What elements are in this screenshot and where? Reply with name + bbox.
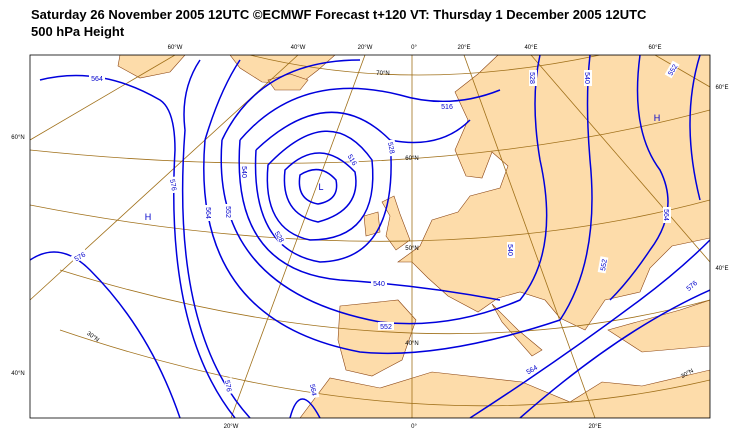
contour-label-bg xyxy=(89,74,105,82)
map-area xyxy=(30,55,710,418)
contour-label: 564 xyxy=(308,384,317,397)
graticule-label: 60°E xyxy=(648,45,661,51)
map-frame xyxy=(29,54,711,419)
graticule-label: 30°N xyxy=(680,368,695,380)
title-line-2: 500 hPa Height xyxy=(31,24,125,39)
graticule-label: 70°N xyxy=(376,71,389,77)
contour-label-bg xyxy=(386,139,398,157)
graticule-label: 40°W xyxy=(291,45,306,51)
contour-label-bg xyxy=(205,205,213,221)
contour-label-bg xyxy=(241,164,249,180)
contour-label-bg xyxy=(378,322,394,330)
contour-label-bg xyxy=(345,150,361,169)
contour-label: 564 xyxy=(662,209,669,221)
graticule-label: 40°N xyxy=(11,371,24,377)
contour-label-bg xyxy=(664,60,680,79)
pressure-center: H xyxy=(145,212,152,222)
contour-label-bg xyxy=(507,242,515,258)
contour-label: 528 xyxy=(273,230,285,244)
graticule-label: 20°E xyxy=(457,45,470,51)
contour-label-bg xyxy=(272,227,288,246)
contour-label: 540 xyxy=(583,72,590,84)
contour-label-bg xyxy=(70,248,89,264)
contour-label: 516 xyxy=(441,104,453,111)
contour-label-bg xyxy=(308,381,320,399)
contour-label: 552 xyxy=(600,259,609,272)
contour-label: 540 xyxy=(373,281,385,288)
pressure-center: H xyxy=(654,113,661,123)
contour-label-bg xyxy=(223,377,235,395)
contour-label-bg xyxy=(597,256,609,274)
contour-label: 528 xyxy=(528,72,535,84)
graticule-label: 40°E xyxy=(715,266,728,272)
contour-label: 564 xyxy=(525,364,539,376)
graticule-label: 60°N xyxy=(405,156,418,162)
contour-label-bg xyxy=(371,279,387,287)
contour-label: 540 xyxy=(240,166,247,178)
contour-label-bg xyxy=(584,70,592,86)
graticule-label: 60°E xyxy=(715,85,728,91)
graticule-label: 20°E xyxy=(588,424,601,430)
graticule-label: 20°W xyxy=(358,45,373,51)
contour-label-bg xyxy=(168,176,180,194)
land xyxy=(117,55,710,418)
contour-label-bg xyxy=(682,277,701,294)
graticule-label: 40°E xyxy=(524,45,537,51)
contour-label: 576 xyxy=(168,179,177,192)
graticule-label: 60°W xyxy=(168,45,183,51)
graticule-label: 0° xyxy=(411,45,417,51)
contour-label: 528 xyxy=(386,142,395,155)
contour-label-bg xyxy=(663,207,671,223)
graticule-label: 0° xyxy=(411,424,417,430)
contour-label: 552 xyxy=(667,63,679,77)
graticule-label: 60°N xyxy=(11,135,24,141)
contour-label-bg xyxy=(529,70,537,86)
title-line-1: Saturday 26 November 2005 12UTC ©ECMWF F… xyxy=(31,7,647,22)
contour-label: 564 xyxy=(91,76,103,83)
contour-label-bg xyxy=(522,361,541,377)
contour-label-bg xyxy=(439,102,455,110)
contour-label: 576 xyxy=(223,380,232,393)
contour-label: 552 xyxy=(380,324,392,331)
graticule xyxy=(30,55,710,418)
contour-label: 564 xyxy=(204,207,211,219)
graticule-label: 20°W xyxy=(224,424,239,430)
contour-label: 540 xyxy=(506,244,513,256)
contour-label-bg xyxy=(225,204,233,220)
pressure-center: L xyxy=(318,182,323,192)
contours xyxy=(30,55,710,418)
graticule-label: 50°N xyxy=(405,246,418,252)
graticule-label: 40°N xyxy=(405,341,418,347)
contour-label: 552 xyxy=(224,206,231,218)
contour-label: 576 xyxy=(73,251,87,263)
contour-label: 516 xyxy=(346,153,358,167)
